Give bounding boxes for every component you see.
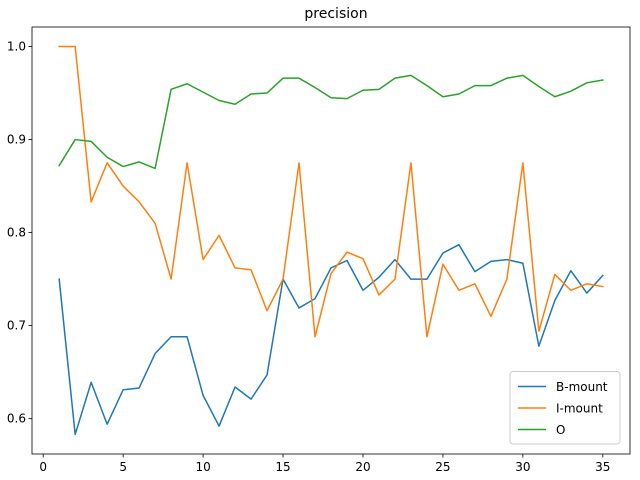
series-line-i-mount (58, 45, 604, 338)
series-group (58, 45, 604, 436)
axes: 0 5 10 15 20 25 30 35 0.6 0.7 0.8 0.9 1.0 (7, 26, 631, 474)
x-tick-label: 15 (275, 460, 290, 474)
series-line-b-mount (58, 243, 604, 436)
x-tick-label: 25 (435, 460, 450, 474)
x-tick-label: 5 (119, 460, 127, 474)
y-tick-label: 0.9 (7, 133, 26, 147)
legend-label-i-mount: I-mount (556, 402, 603, 416)
series-line-o (58, 74, 604, 170)
x-tick-label: 20 (355, 460, 370, 474)
y-tick-label: 0.6 (7, 412, 26, 426)
y-tick-label: 0.7 (7, 319, 26, 333)
x-tick-label: 30 (515, 460, 530, 474)
legend-label-b-mount: B-mount (556, 380, 608, 394)
legend: B-mount I-mount O (509, 371, 621, 445)
axes-frame (31, 26, 631, 455)
x-tick-label: 0 (39, 460, 47, 474)
y-tick-label: 1.0 (7, 40, 26, 54)
legend-box (509, 371, 621, 445)
x-tick-label: 35 (595, 460, 610, 474)
chart-title: precision (304, 6, 367, 22)
y-tick-label: 0.8 (7, 226, 26, 240)
legend-label-o: O (556, 423, 565, 437)
x-tick-label: 10 (195, 460, 210, 474)
